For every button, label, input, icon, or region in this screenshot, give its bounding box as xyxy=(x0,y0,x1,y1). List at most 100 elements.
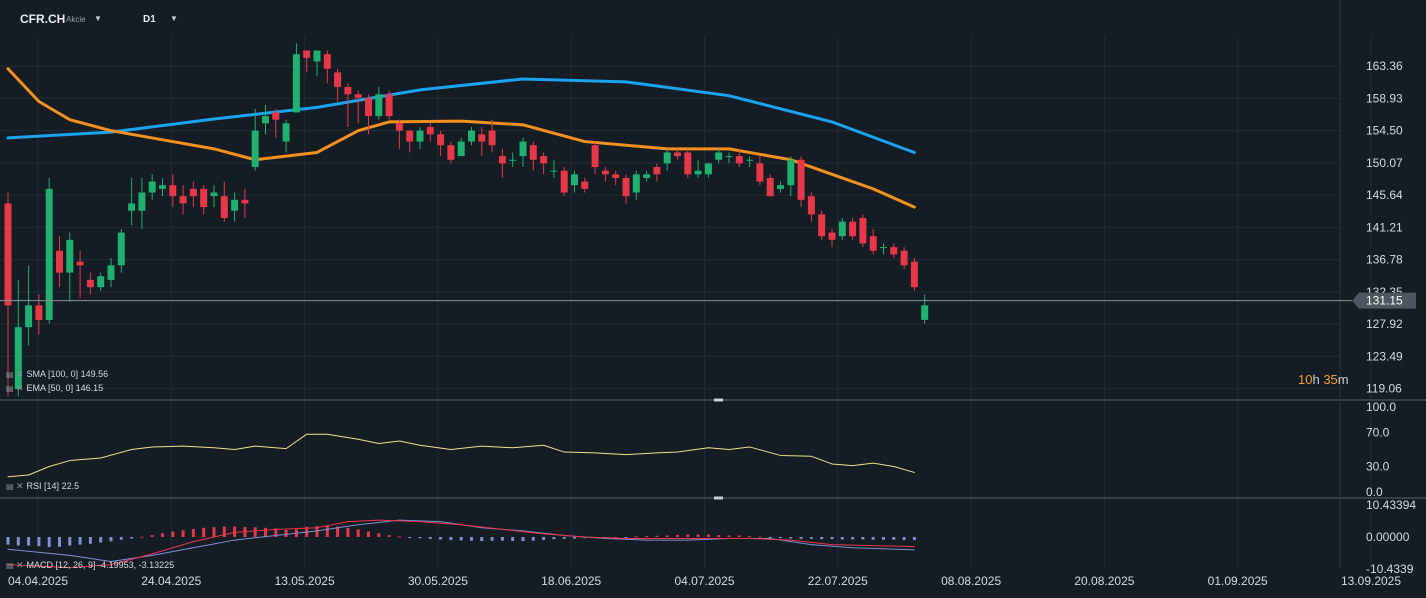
candle-body[interactable] xyxy=(66,239,74,273)
candle-body[interactable] xyxy=(890,247,898,255)
candle-body[interactable] xyxy=(488,130,496,146)
candle-body[interactable] xyxy=(117,232,125,266)
candle-body[interactable] xyxy=(76,261,84,266)
candle-body[interactable] xyxy=(159,185,166,189)
candle-body[interactable] xyxy=(14,327,22,390)
candle-body[interactable] xyxy=(323,54,331,69)
candle-body[interactable] xyxy=(148,181,156,193)
candle-body[interactable] xyxy=(849,221,857,237)
candle-body[interactable] xyxy=(756,163,764,182)
close-icon[interactable]: ✕ xyxy=(16,369,24,379)
candle-body[interactable] xyxy=(632,174,640,193)
candle-body[interactable] xyxy=(921,305,929,320)
candle-body[interactable] xyxy=(468,130,475,142)
candle-body[interactable] xyxy=(900,250,908,266)
candle-body[interactable] xyxy=(591,145,599,168)
candle-body[interactable] xyxy=(272,112,280,120)
candle-body[interactable] xyxy=(797,159,805,200)
candle-body[interactable] xyxy=(97,276,105,288)
candle-body[interactable] xyxy=(910,261,918,288)
candle-body[interactable] xyxy=(601,170,609,175)
candle-body[interactable] xyxy=(138,192,146,211)
candle-body[interactable] xyxy=(344,86,352,95)
candle-body[interactable] xyxy=(251,130,259,168)
candle-body[interactable] xyxy=(540,156,548,164)
candle-body[interactable] xyxy=(694,170,702,175)
candle-body[interactable] xyxy=(766,177,774,197)
candle-body[interactable] xyxy=(746,159,754,161)
candle-body[interactable] xyxy=(107,265,115,280)
candle-body[interactable] xyxy=(550,170,558,172)
candle-body[interactable] xyxy=(292,54,300,113)
candle-body[interactable] xyxy=(457,141,465,157)
candle-body[interactable] xyxy=(416,130,424,142)
pane-resize-handle-icon[interactable] xyxy=(714,398,723,402)
candle-body[interactable] xyxy=(447,145,455,160)
symbol-label[interactable]: CFR.CH xyxy=(20,12,66,26)
candle-body[interactable] xyxy=(56,250,63,273)
candle-body[interactable] xyxy=(334,72,342,87)
candle-body[interactable] xyxy=(282,123,290,142)
candle-body[interactable] xyxy=(354,94,362,98)
candle-body[interactable] xyxy=(612,174,620,178)
candle-body[interactable] xyxy=(807,196,815,215)
candle-body[interactable] xyxy=(395,123,403,131)
candle-body[interactable] xyxy=(200,188,208,208)
candle-body[interactable] xyxy=(519,141,527,157)
candle-body[interactable] xyxy=(787,159,795,186)
candle-body[interactable] xyxy=(303,50,311,58)
candle-body[interactable] xyxy=(210,192,218,197)
candle-body[interactable] xyxy=(220,196,228,218)
candle-body[interactable] xyxy=(45,188,53,320)
candle-body[interactable] xyxy=(231,199,239,211)
candle-body[interactable] xyxy=(128,203,136,211)
candle-body[interactable] xyxy=(674,152,681,157)
candle-body[interactable] xyxy=(643,174,651,178)
settings-icon[interactable]: ▤ xyxy=(6,384,14,393)
candle-body[interactable] xyxy=(880,247,887,249)
candle-body[interactable] xyxy=(653,167,661,175)
candle-body[interactable] xyxy=(179,196,187,204)
candle-body[interactable] xyxy=(663,152,671,164)
candle-body[interactable] xyxy=(581,181,589,189)
candle-body[interactable] xyxy=(365,97,372,117)
candle-body[interactable] xyxy=(169,185,177,197)
close-icon[interactable]: ✕ xyxy=(16,560,24,570)
settings-icon[interactable]: ▤ xyxy=(6,561,14,570)
candle-body[interactable] xyxy=(4,203,12,306)
candle-body[interactable] xyxy=(818,214,826,237)
candle-body[interactable] xyxy=(498,156,506,164)
candle-body[interactable] xyxy=(859,218,867,244)
candle-body[interactable] xyxy=(478,134,486,142)
candle-body[interactable] xyxy=(313,50,321,62)
timeframe-caret-down-icon[interactable]: ▼ xyxy=(170,14,178,23)
candle-body[interactable] xyxy=(777,185,784,189)
candle-body[interactable] xyxy=(241,199,249,204)
candle-body[interactable] xyxy=(560,170,568,193)
close-icon[interactable]: ✕ xyxy=(16,383,24,393)
candle-body[interactable] xyxy=(735,156,743,164)
symbol-caret-down-icon[interactable]: ▼ xyxy=(94,14,102,23)
settings-icon[interactable]: ▤ xyxy=(6,482,14,491)
candle-body[interactable] xyxy=(715,152,723,160)
candle-body[interactable] xyxy=(437,134,445,146)
close-icon[interactable]: ✕ xyxy=(16,481,24,491)
pane-resize-handle-icon[interactable] xyxy=(714,496,723,500)
candle-body[interactable] xyxy=(704,163,712,175)
candle-body[interactable] xyxy=(838,221,846,237)
candle-body[interactable] xyxy=(571,174,578,186)
candle-body[interactable] xyxy=(622,177,630,197)
candle-body[interactable] xyxy=(509,159,517,161)
candle-body[interactable] xyxy=(869,236,877,251)
candle-body[interactable] xyxy=(725,156,733,158)
candle-body[interactable] xyxy=(189,188,197,197)
settings-icon[interactable]: ▤ xyxy=(6,370,14,379)
candle-body[interactable] xyxy=(385,94,393,117)
candle-body[interactable] xyxy=(828,232,836,240)
candle-body[interactable] xyxy=(529,145,537,160)
candle-body[interactable] xyxy=(375,94,383,117)
timeframe-selector[interactable]: D1 xyxy=(143,14,156,25)
candle-body[interactable] xyxy=(684,152,692,175)
